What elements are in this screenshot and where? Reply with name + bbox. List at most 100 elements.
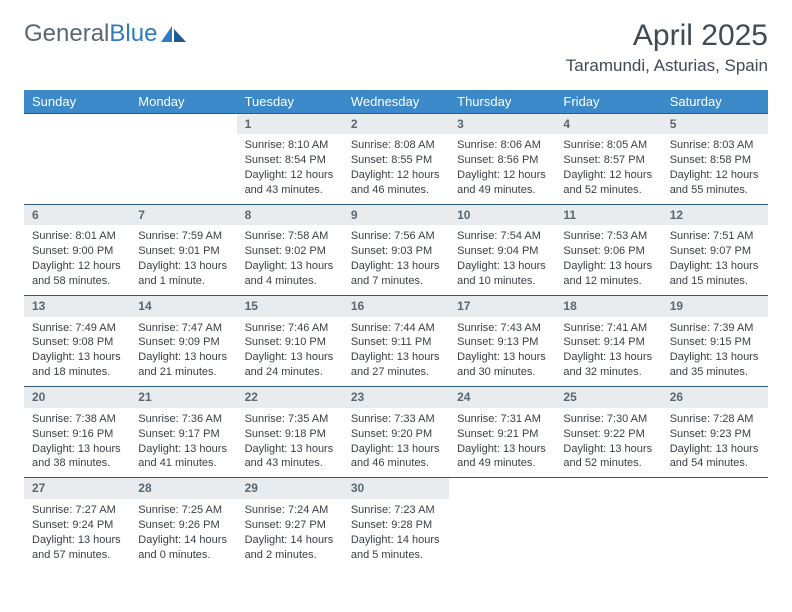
day-header: Sunday bbox=[24, 90, 130, 114]
sunset-line: Sunset: 9:04 PM bbox=[457, 244, 547, 259]
day-content: Sunrise: 7:33 AMSunset: 9:20 PMDaylight:… bbox=[343, 408, 449, 477]
day-content: Sunrise: 7:30 AMSunset: 9:22 PMDaylight:… bbox=[555, 408, 661, 477]
sunrise-line: Sunrise: 7:49 AM bbox=[32, 321, 122, 336]
calendar-day-cell: 26Sunrise: 7:28 AMSunset: 9:23 PMDayligh… bbox=[662, 387, 768, 478]
calendar-week-row: 20Sunrise: 7:38 AMSunset: 9:16 PMDayligh… bbox=[24, 387, 768, 478]
calendar-day-cell: 23Sunrise: 7:33 AMSunset: 9:20 PMDayligh… bbox=[343, 387, 449, 478]
sunset-line: Sunset: 9:11 PM bbox=[351, 335, 441, 350]
daylight-line: Daylight: 12 hours and 43 minutes. bbox=[245, 168, 335, 198]
calendar-day-cell: 10Sunrise: 7:54 AMSunset: 9:04 PMDayligh… bbox=[449, 204, 555, 295]
location-subtitle: Taramundi, Asturias, Spain bbox=[566, 56, 768, 76]
sunset-line: Sunset: 9:18 PM bbox=[245, 427, 335, 442]
calendar-day-cell bbox=[130, 113, 236, 204]
sunrise-line: Sunrise: 7:28 AM bbox=[670, 412, 760, 427]
calendar-day-cell: 7Sunrise: 7:59 AMSunset: 9:01 PMDaylight… bbox=[130, 204, 236, 295]
calendar-header-row: SundayMondayTuesdayWednesdayThursdayFrid… bbox=[24, 90, 768, 114]
day-number: 17 bbox=[449, 296, 555, 317]
day-content: Sunrise: 8:03 AMSunset: 8:58 PMDaylight:… bbox=[662, 134, 768, 203]
day-number: 21 bbox=[130, 387, 236, 408]
sunset-line: Sunset: 9:26 PM bbox=[138, 518, 228, 533]
sunrise-line: Sunrise: 7:38 AM bbox=[32, 412, 122, 427]
day-content: Sunrise: 7:27 AMSunset: 9:24 PMDaylight:… bbox=[24, 499, 130, 568]
day-number: 23 bbox=[343, 387, 449, 408]
day-number: 1 bbox=[237, 114, 343, 135]
calendar-week-row: 13Sunrise: 7:49 AMSunset: 9:08 PMDayligh… bbox=[24, 295, 768, 386]
sunrise-line: Sunrise: 7:53 AM bbox=[563, 229, 653, 244]
sunrise-line: Sunrise: 8:06 AM bbox=[457, 138, 547, 153]
month-title: April 2025 bbox=[566, 20, 768, 52]
day-number: 6 bbox=[24, 205, 130, 226]
day-number: 14 bbox=[130, 296, 236, 317]
day-number: 27 bbox=[24, 478, 130, 499]
sunset-line: Sunset: 9:24 PM bbox=[32, 518, 122, 533]
sunset-line: Sunset: 9:14 PM bbox=[563, 335, 653, 350]
sunset-line: Sunset: 9:01 PM bbox=[138, 244, 228, 259]
calendar-day-cell bbox=[24, 113, 130, 204]
sunrise-line: Sunrise: 7:24 AM bbox=[245, 503, 335, 518]
daylight-line: Daylight: 13 hours and 52 minutes. bbox=[563, 442, 653, 472]
calendar-day-cell: 30Sunrise: 7:23 AMSunset: 9:28 PMDayligh… bbox=[343, 478, 449, 569]
day-content: Sunrise: 7:44 AMSunset: 9:11 PMDaylight:… bbox=[343, 317, 449, 386]
day-number: 19 bbox=[662, 296, 768, 317]
calendar-day-cell: 25Sunrise: 7:30 AMSunset: 9:22 PMDayligh… bbox=[555, 387, 661, 478]
daylight-line: Daylight: 12 hours and 46 minutes. bbox=[351, 168, 441, 198]
calendar-page: GeneralBlue April 2025 Taramundi, Asturi… bbox=[0, 0, 792, 612]
daylight-line: Daylight: 12 hours and 52 minutes. bbox=[563, 168, 653, 198]
sunrise-line: Sunrise: 7:25 AM bbox=[138, 503, 228, 518]
calendar-day-cell: 18Sunrise: 7:41 AMSunset: 9:14 PMDayligh… bbox=[555, 295, 661, 386]
day-number: 10 bbox=[449, 205, 555, 226]
day-content: Sunrise: 8:10 AMSunset: 8:54 PMDaylight:… bbox=[237, 134, 343, 203]
sunrise-line: Sunrise: 7:23 AM bbox=[351, 503, 441, 518]
day-content: Sunrise: 7:47 AMSunset: 9:09 PMDaylight:… bbox=[130, 317, 236, 386]
day-content: Sunrise: 8:08 AMSunset: 8:55 PMDaylight:… bbox=[343, 134, 449, 203]
brand-name-part2: Blue bbox=[109, 20, 157, 48]
sunrise-line: Sunrise: 7:39 AM bbox=[670, 321, 760, 336]
daylight-line: Daylight: 13 hours and 35 minutes. bbox=[670, 350, 760, 380]
sunset-line: Sunset: 9:15 PM bbox=[670, 335, 760, 350]
sunrise-line: Sunrise: 8:08 AM bbox=[351, 138, 441, 153]
calendar-day-cell: 12Sunrise: 7:51 AMSunset: 9:07 PMDayligh… bbox=[662, 204, 768, 295]
day-content: Sunrise: 7:54 AMSunset: 9:04 PMDaylight:… bbox=[449, 225, 555, 294]
sunrise-line: Sunrise: 7:47 AM bbox=[138, 321, 228, 336]
sunrise-line: Sunrise: 7:58 AM bbox=[245, 229, 335, 244]
day-header: Monday bbox=[130, 90, 236, 114]
sunrise-line: Sunrise: 7:51 AM bbox=[670, 229, 760, 244]
day-header: Saturday bbox=[662, 90, 768, 114]
calendar-day-cell: 13Sunrise: 7:49 AMSunset: 9:08 PMDayligh… bbox=[24, 295, 130, 386]
daylight-line: Daylight: 13 hours and 30 minutes. bbox=[457, 350, 547, 380]
day-header: Tuesday bbox=[237, 90, 343, 114]
sunrise-line: Sunrise: 7:33 AM bbox=[351, 412, 441, 427]
daylight-line: Daylight: 13 hours and 54 minutes. bbox=[670, 442, 760, 472]
sunrise-line: Sunrise: 7:41 AM bbox=[563, 321, 653, 336]
sunset-line: Sunset: 9:13 PM bbox=[457, 335, 547, 350]
daylight-line: Daylight: 13 hours and 27 minutes. bbox=[351, 350, 441, 380]
calendar-week-row: 27Sunrise: 7:27 AMSunset: 9:24 PMDayligh… bbox=[24, 478, 768, 569]
daylight-line: Daylight: 13 hours and 46 minutes. bbox=[351, 442, 441, 472]
sunrise-line: Sunrise: 8:05 AM bbox=[563, 138, 653, 153]
day-content: Sunrise: 7:24 AMSunset: 9:27 PMDaylight:… bbox=[237, 499, 343, 568]
sunset-line: Sunset: 9:10 PM bbox=[245, 335, 335, 350]
brand-logo: GeneralBlue bbox=[24, 20, 187, 48]
sunset-line: Sunset: 8:54 PM bbox=[245, 153, 335, 168]
sunrise-line: Sunrise: 7:35 AM bbox=[245, 412, 335, 427]
sunset-line: Sunset: 9:03 PM bbox=[351, 244, 441, 259]
day-content: Sunrise: 7:59 AMSunset: 9:01 PMDaylight:… bbox=[130, 225, 236, 294]
day-header: Friday bbox=[555, 90, 661, 114]
title-block: April 2025 Taramundi, Asturias, Spain bbox=[566, 20, 768, 76]
day-number: 16 bbox=[343, 296, 449, 317]
sunrise-line: Sunrise: 7:59 AM bbox=[138, 229, 228, 244]
day-content: Sunrise: 8:05 AMSunset: 8:57 PMDaylight:… bbox=[555, 134, 661, 203]
calendar-day-cell: 11Sunrise: 7:53 AMSunset: 9:06 PMDayligh… bbox=[555, 204, 661, 295]
sunset-line: Sunset: 9:00 PM bbox=[32, 244, 122, 259]
day-header: Wednesday bbox=[343, 90, 449, 114]
daylight-line: Daylight: 14 hours and 5 minutes. bbox=[351, 533, 441, 563]
calendar-day-cell: 9Sunrise: 7:56 AMSunset: 9:03 PMDaylight… bbox=[343, 204, 449, 295]
sunset-line: Sunset: 9:28 PM bbox=[351, 518, 441, 533]
sunset-line: Sunset: 9:09 PM bbox=[138, 335, 228, 350]
day-number: 12 bbox=[662, 205, 768, 226]
calendar-day-cell: 27Sunrise: 7:27 AMSunset: 9:24 PMDayligh… bbox=[24, 478, 130, 569]
sunset-line: Sunset: 9:06 PM bbox=[563, 244, 653, 259]
brand-name-part1: General bbox=[24, 20, 109, 48]
day-number: 28 bbox=[130, 478, 236, 499]
sunrise-line: Sunrise: 7:46 AM bbox=[245, 321, 335, 336]
